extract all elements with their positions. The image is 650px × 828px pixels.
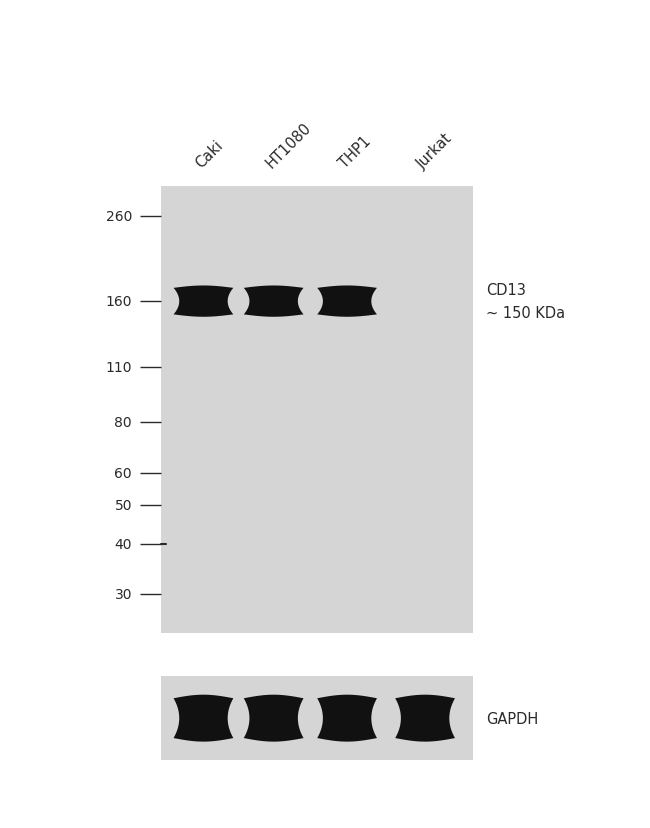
Polygon shape (317, 286, 377, 317)
Polygon shape (244, 695, 304, 742)
Text: HT1080: HT1080 (263, 120, 314, 171)
Text: 260: 260 (105, 210, 132, 224)
Polygon shape (395, 695, 455, 742)
Text: ~ 150 KDa: ~ 150 KDa (486, 306, 566, 321)
Text: 50: 50 (114, 498, 132, 512)
Text: GAPDH: GAPDH (486, 710, 538, 726)
Text: Caki: Caki (193, 138, 226, 171)
Text: Jurkat: Jurkat (415, 131, 456, 171)
Text: 80: 80 (114, 416, 132, 430)
FancyBboxPatch shape (161, 186, 473, 633)
Polygon shape (317, 695, 377, 742)
Text: THP1: THP1 (337, 134, 374, 171)
Text: 160: 160 (105, 295, 132, 309)
FancyBboxPatch shape (161, 676, 473, 760)
Text: 60: 60 (114, 466, 132, 480)
Polygon shape (244, 286, 304, 317)
Text: 30: 30 (114, 587, 132, 601)
Text: CD13: CD13 (486, 282, 526, 297)
Text: 110: 110 (105, 360, 132, 374)
Polygon shape (174, 286, 233, 317)
Polygon shape (174, 695, 233, 742)
Text: 40: 40 (114, 537, 132, 551)
